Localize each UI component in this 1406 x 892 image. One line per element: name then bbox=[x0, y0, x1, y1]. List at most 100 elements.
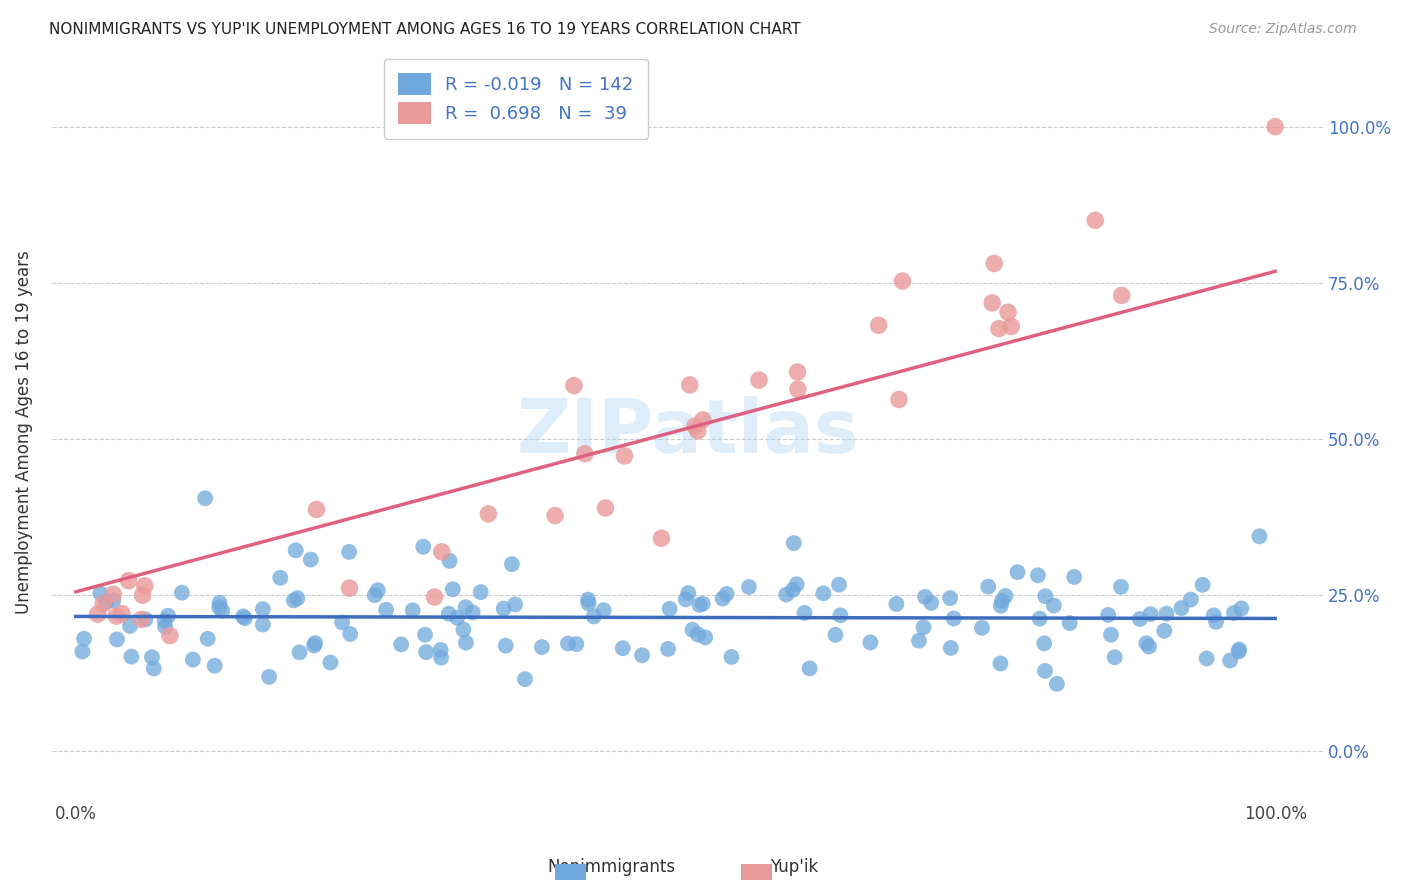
Point bbox=[1033, 589, 1056, 603]
Point bbox=[503, 598, 526, 612]
Point bbox=[1230, 601, 1253, 615]
Point bbox=[105, 632, 128, 647]
Point bbox=[96, 595, 118, 609]
Point bbox=[679, 378, 702, 392]
Text: Yup'ik: Yup'ik bbox=[770, 858, 818, 876]
Point bbox=[920, 596, 942, 610]
Point bbox=[72, 644, 94, 658]
Point bbox=[1202, 608, 1225, 623]
Text: Nonimmigrants: Nonimmigrants bbox=[547, 858, 676, 876]
Point bbox=[103, 587, 125, 601]
Point bbox=[413, 628, 436, 642]
Point bbox=[232, 609, 254, 624]
Point bbox=[1059, 616, 1081, 631]
Point bbox=[686, 627, 709, 641]
Point bbox=[799, 661, 821, 675]
Point bbox=[530, 640, 553, 654]
Point bbox=[131, 612, 153, 626]
Point bbox=[437, 607, 460, 621]
Point bbox=[118, 619, 141, 633]
Point bbox=[461, 606, 484, 620]
Point bbox=[997, 305, 1019, 319]
Point bbox=[914, 590, 936, 604]
Point bbox=[1104, 650, 1126, 665]
Point bbox=[120, 649, 142, 664]
Point bbox=[470, 585, 492, 599]
Point bbox=[828, 577, 851, 591]
Point bbox=[912, 620, 935, 634]
Point bbox=[582, 609, 605, 624]
Point bbox=[1135, 636, 1157, 650]
Point bbox=[682, 623, 704, 637]
Point bbox=[367, 583, 389, 598]
Point bbox=[562, 378, 585, 392]
Point bbox=[252, 602, 274, 616]
Point bbox=[981, 296, 1004, 310]
Point bbox=[887, 392, 910, 407]
Point bbox=[678, 586, 700, 600]
Point bbox=[565, 637, 588, 651]
Point bbox=[170, 585, 193, 599]
Point bbox=[233, 611, 256, 625]
Point bbox=[157, 608, 180, 623]
Point bbox=[1139, 607, 1161, 622]
Point bbox=[939, 591, 962, 606]
Point bbox=[942, 611, 965, 625]
Text: Source: ZipAtlas.com: Source: ZipAtlas.com bbox=[1209, 22, 1357, 37]
Point bbox=[574, 447, 596, 461]
Point bbox=[299, 552, 322, 566]
Point bbox=[439, 554, 461, 568]
Point bbox=[257, 670, 280, 684]
Point bbox=[939, 640, 962, 655]
Point bbox=[319, 656, 342, 670]
Point bbox=[89, 586, 111, 600]
Point bbox=[782, 582, 804, 597]
Point bbox=[720, 650, 742, 665]
Point bbox=[492, 601, 515, 615]
Point bbox=[612, 641, 634, 656]
Point bbox=[197, 632, 219, 646]
Point bbox=[658, 602, 681, 616]
Point bbox=[1099, 628, 1122, 642]
Point bbox=[211, 604, 233, 618]
Point bbox=[686, 424, 709, 438]
Point bbox=[159, 629, 181, 643]
Point bbox=[891, 274, 914, 288]
Point bbox=[695, 631, 717, 645]
Point bbox=[1227, 644, 1250, 658]
Point bbox=[987, 321, 1010, 335]
Point bbox=[908, 633, 931, 648]
Point bbox=[454, 600, 477, 615]
Point bbox=[886, 597, 908, 611]
Point bbox=[1249, 529, 1271, 543]
Point bbox=[134, 612, 156, 626]
Point bbox=[994, 589, 1017, 603]
Point bbox=[557, 636, 579, 650]
Point bbox=[813, 586, 835, 600]
Point bbox=[287, 591, 309, 606]
Point bbox=[208, 600, 231, 615]
Point bbox=[613, 449, 636, 463]
Point bbox=[1219, 653, 1241, 667]
Point bbox=[977, 580, 1000, 594]
Point bbox=[375, 603, 398, 617]
Point bbox=[689, 598, 711, 612]
Point bbox=[783, 536, 806, 550]
Point bbox=[1205, 615, 1227, 629]
Point bbox=[339, 581, 361, 595]
Point bbox=[305, 502, 328, 516]
Point bbox=[578, 596, 600, 610]
Point bbox=[711, 591, 734, 606]
Point bbox=[738, 580, 761, 594]
Point bbox=[748, 373, 770, 387]
Point bbox=[415, 645, 437, 659]
Point bbox=[1033, 664, 1056, 678]
Point bbox=[793, 606, 815, 620]
Point bbox=[775, 588, 797, 602]
Point bbox=[1063, 570, 1085, 584]
Point bbox=[1109, 580, 1132, 594]
Point bbox=[859, 635, 882, 649]
Point bbox=[1153, 624, 1175, 638]
Point bbox=[284, 543, 307, 558]
Point bbox=[830, 608, 852, 623]
